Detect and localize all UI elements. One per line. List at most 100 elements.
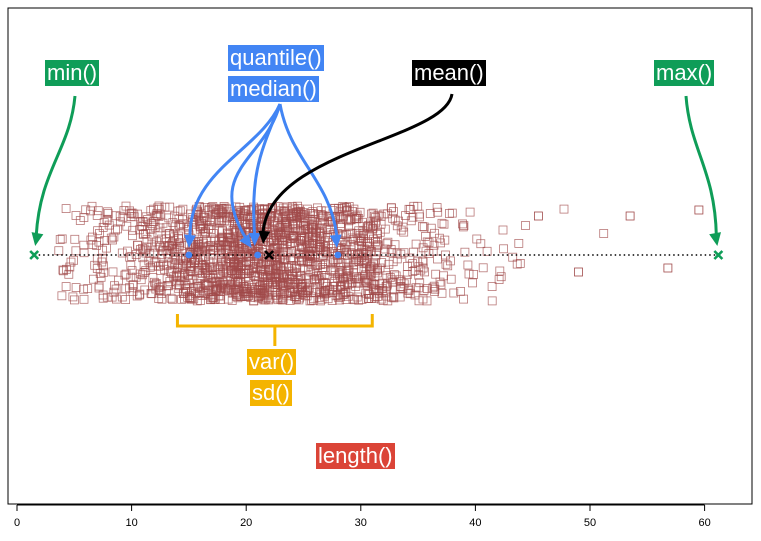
data-point [208,207,218,217]
data-point [331,257,341,267]
max-label: max() [654,60,715,86]
data-point [173,206,183,216]
data-point [445,256,455,266]
data-point [288,213,298,223]
data-point [413,201,423,211]
q25-arrow-head [184,234,197,248]
q75-arrow-head [329,234,342,248]
data-point [126,272,136,282]
data-point [177,294,187,304]
data-point [65,262,75,272]
data-point [308,207,318,217]
data-point [464,269,474,279]
data-point [217,233,227,243]
data-point [278,294,288,304]
data-point [370,292,380,302]
min-arrow [34,95,77,237]
data-point [166,293,176,303]
data-point [308,223,318,233]
x-tick-label: 60 [698,517,711,529]
data-point [229,263,238,273]
data-point [321,286,331,296]
data-point [373,241,383,251]
data-point [433,207,443,217]
data-point [88,240,98,249]
data-point [408,267,418,276]
data-point [137,270,147,280]
data-point [107,292,117,302]
data-point [398,222,408,232]
data-point [193,237,203,246]
data-point [270,283,280,293]
data-point [79,284,88,294]
data-point [388,213,398,223]
data-point [342,237,352,247]
data-point [278,295,287,305]
data-point [366,209,376,219]
data-point [168,218,178,228]
data-point [66,257,76,267]
data-point [57,291,67,301]
data-point [559,204,569,214]
data-point [164,281,174,291]
data-point [109,287,119,297]
data-point [207,293,217,303]
data-point [145,249,155,258]
data-point [185,292,195,302]
data-point [154,212,164,221]
data-point [663,263,673,273]
data-point [161,286,171,296]
data-point [204,290,214,300]
data-point [499,244,509,254]
data-point [117,248,127,258]
data-point [272,264,282,274]
data-point [229,258,239,268]
data-point [90,260,100,270]
data-point [380,247,390,257]
data-point [262,273,272,283]
data-point [287,218,297,228]
data-point [404,284,414,294]
data-point [375,263,385,273]
data-point [383,237,393,247]
data-point [214,206,224,215]
data-point [218,226,227,236]
data-point [494,275,504,285]
sd-label: sd() [250,380,292,406]
mean-marker [264,250,275,260]
data-point [169,232,179,242]
data-point [150,242,160,252]
data-point [217,213,227,223]
data-point [257,245,267,255]
data-point [151,284,161,294]
data-point [300,216,310,226]
data-point [68,292,78,302]
data-point [335,295,344,305]
data-point [326,266,336,276]
data-point [95,269,105,278]
data-point [208,293,218,302]
data-point [361,263,371,273]
data-point [129,212,139,222]
data-point [201,216,211,226]
data-point [515,258,525,268]
data-point [86,235,96,245]
data-point [290,233,300,243]
data-point [180,294,190,304]
data-point [126,260,136,270]
data-point [320,265,330,275]
data-point [405,289,415,299]
data-point [62,264,71,274]
data-point [321,247,331,257]
data-point [242,284,252,294]
data-point [482,246,492,256]
mean-arrow-head [258,230,271,244]
data-point [342,247,351,257]
data-point [314,293,324,303]
data-point [178,204,188,214]
x-tick-label: 10 [125,517,138,529]
data-point [312,271,322,281]
data-point [402,270,412,280]
data-point [133,240,143,250]
data-point [414,283,424,293]
